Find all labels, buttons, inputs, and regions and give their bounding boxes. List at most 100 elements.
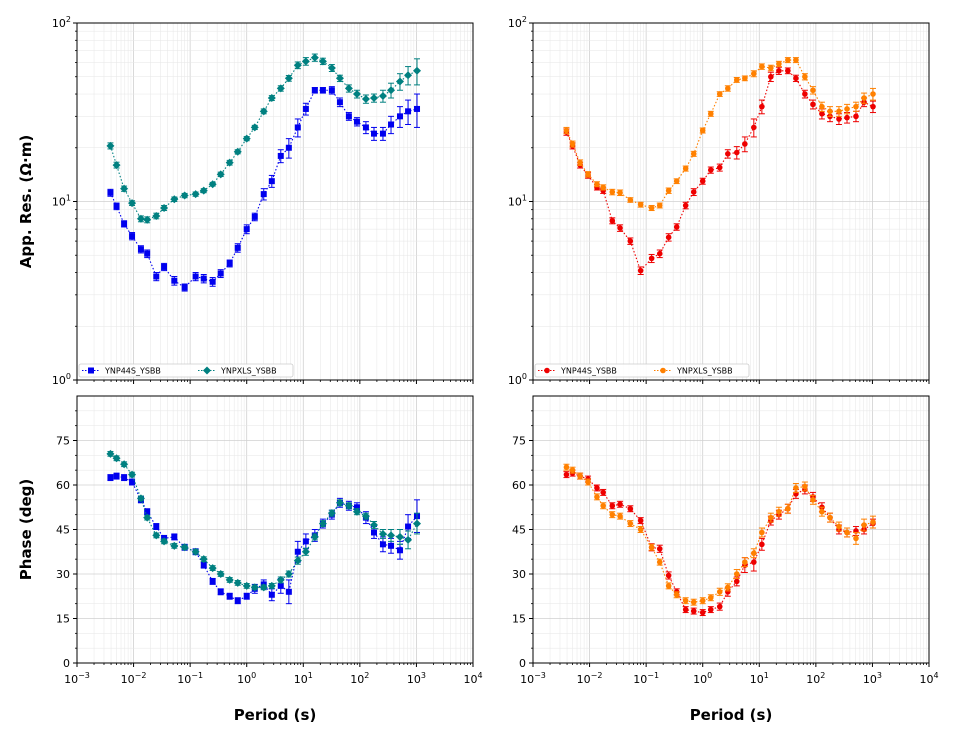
data-point [120, 184, 129, 193]
data-point [327, 63, 336, 72]
data-point [810, 87, 816, 94]
data-point [170, 195, 179, 204]
data-point [404, 71, 413, 80]
data-point [793, 57, 799, 63]
x-tick-label: 10−2 [577, 671, 603, 686]
grid [532, 395, 929, 664]
data-point [759, 63, 765, 70]
y-axis-label: Phase (deg) [17, 479, 35, 580]
data-point [609, 217, 616, 224]
data-point [250, 583, 259, 592]
data-point [107, 189, 114, 196]
data-point [285, 588, 292, 595]
data-point [802, 483, 808, 490]
data-point [836, 108, 842, 115]
data-point [209, 278, 216, 285]
y-tick-label: 75 [56, 435, 70, 448]
y-axis: 100 101 102 [508, 15, 533, 387]
data-point [301, 547, 310, 556]
data-point [594, 494, 600, 500]
data-point [294, 548, 301, 555]
data-point [827, 514, 833, 521]
data-point [160, 537, 169, 546]
data-point [690, 189, 697, 195]
data-point [192, 273, 199, 280]
y-axis: 0 15 30 45 60 75 [512, 410, 533, 670]
data-point [853, 103, 859, 110]
data-point [819, 110, 825, 117]
data-point [656, 202, 663, 209]
x-tick-label: 101 [294, 671, 313, 686]
legend-label: YNP44S_YSBB [104, 367, 161, 376]
data-point [699, 597, 706, 604]
series-YNPXLS_YSBB [563, 57, 877, 212]
x-tick-label: 100 [693, 671, 712, 686]
data-point [673, 178, 680, 184]
data-point [690, 151, 697, 157]
data-point [690, 608, 697, 614]
data-point [378, 529, 387, 538]
data-point [665, 572, 672, 579]
y-axis: 0 15 30 45 60 75 [56, 410, 77, 670]
data-point [414, 105, 421, 112]
x-tick-label: 103 [863, 671, 882, 686]
data-point [707, 606, 714, 613]
y-tick-label: 15 [512, 613, 526, 626]
data-point [250, 123, 259, 132]
x-tick-label: 102 [806, 671, 825, 686]
data-point [725, 151, 731, 157]
data-point [106, 141, 115, 150]
data-point [268, 178, 275, 185]
data-point [609, 511, 616, 518]
y-tick-label: 30 [56, 568, 70, 581]
data-point [143, 513, 152, 522]
data-point [627, 238, 634, 244]
data-point [200, 275, 207, 282]
x-tick-label: 10−3 [64, 671, 90, 686]
data-point [870, 103, 876, 110]
data-point [569, 141, 576, 147]
x-axis [532, 380, 930, 384]
data-point [751, 124, 757, 131]
data-point [637, 201, 644, 208]
data-point [600, 489, 606, 496]
data-point [369, 94, 378, 103]
y-tick-label: 15 [56, 613, 70, 626]
legend: YNP44S_YSBB YNPXLS_YSBB [534, 363, 750, 378]
x-axis: 10−3 10−2 10−1 100 101 102 103 104 [64, 663, 483, 686]
data-point [751, 70, 757, 77]
data-point [336, 99, 343, 106]
data-point [225, 158, 234, 167]
data-point [637, 526, 644, 533]
data-point [819, 508, 825, 515]
data-point [160, 203, 169, 212]
data-point [673, 224, 680, 230]
data-point [733, 149, 740, 156]
data-point [627, 505, 634, 512]
y-tick-label: 0 [63, 657, 70, 670]
data-point [569, 467, 576, 473]
x-tick-label: 104 [463, 671, 482, 686]
data-point [259, 107, 268, 116]
data-point [226, 593, 233, 600]
data-point [637, 267, 644, 274]
data-point [768, 65, 774, 71]
data-point [793, 75, 799, 82]
y-tick-label: 102 [52, 15, 71, 30]
series-YNP44S_YSBB [563, 66, 877, 275]
data-point [776, 67, 782, 74]
data-point [112, 454, 121, 463]
data-point [733, 578, 740, 585]
data-point [707, 167, 714, 173]
data-point [617, 501, 623, 508]
data-point [284, 570, 293, 578]
data-point [648, 544, 655, 551]
legend-box [534, 363, 750, 378]
data-point [335, 498, 344, 507]
data-point [387, 86, 396, 95]
data-point [242, 134, 251, 143]
data-point [216, 570, 225, 578]
data-point [310, 532, 319, 541]
data-point [600, 184, 606, 191]
data-point [121, 220, 128, 227]
